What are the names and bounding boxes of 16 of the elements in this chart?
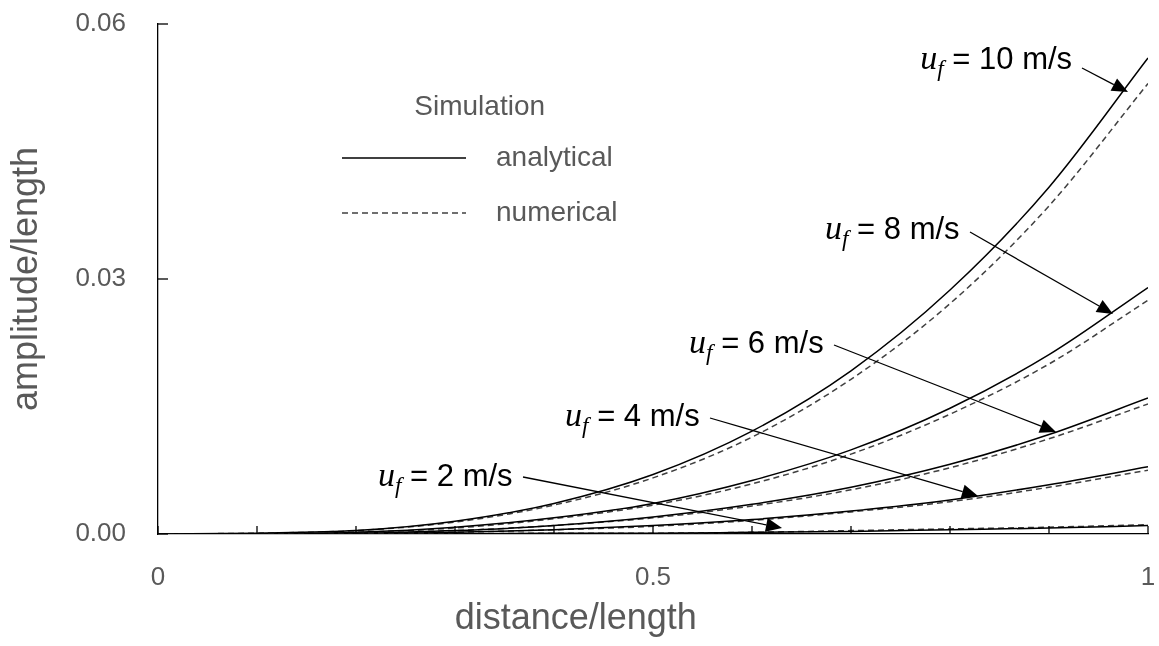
x-axis-title: distance/length	[454, 595, 697, 637]
legend-title: Simulation	[414, 89, 546, 121]
x-tick-label: 1	[1140, 560, 1156, 591]
annotation: u$_{f}$ = 2 m/s	[377, 455, 513, 498]
x-tick-label: 0	[150, 560, 166, 591]
x-tick-label: 0.5	[634, 560, 672, 591]
annotation: u$_{f}$ = 10 m/s	[920, 39, 1073, 81]
y-tick-label: 0.00	[75, 517, 126, 548]
annotation: u$_{f}$ = 8 m/s	[824, 208, 960, 251]
y-tick-label: 0.06	[75, 7, 126, 38]
legend-label: numerical	[496, 195, 618, 227]
annotation: u$_{f}$ = 6 m/s	[689, 323, 824, 365]
legend-label: analytical	[496, 140, 613, 172]
y-axis-title: amplitude/length	[3, 146, 45, 412]
y-tick-label: 0.03	[75, 262, 126, 293]
annotation: u$_{f}$ = 4 m/s	[565, 396, 700, 438]
